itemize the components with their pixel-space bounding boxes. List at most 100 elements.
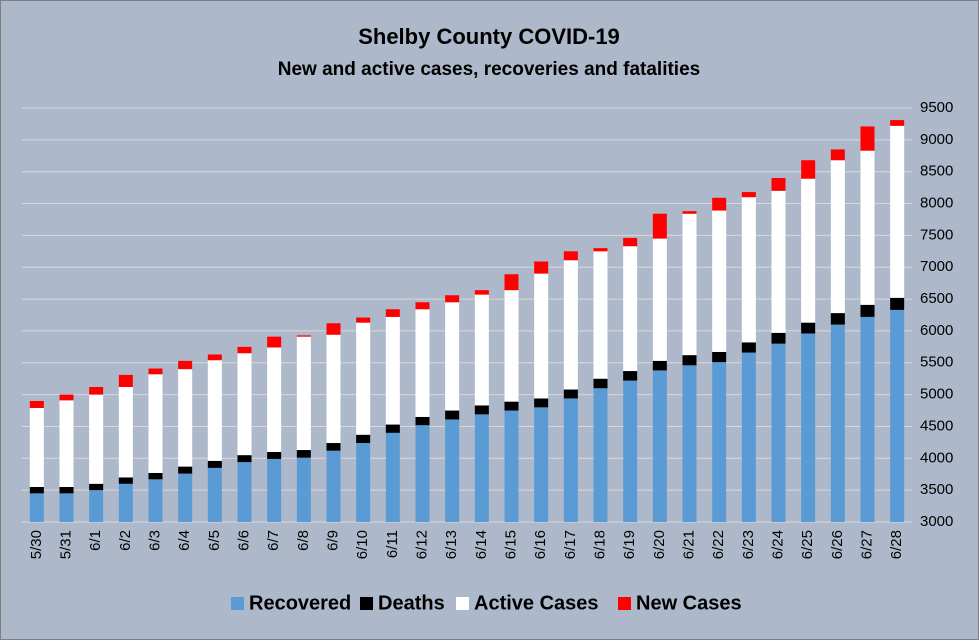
- bar-segment: [890, 120, 905, 126]
- x-tick-label: 6/15: [502, 530, 519, 559]
- y-tick-label: 4500: [920, 417, 953, 434]
- x-tick-label: 6/19: [621, 530, 638, 559]
- bar-segment: [326, 323, 341, 335]
- legend-label: Active Cases: [474, 592, 599, 614]
- bar-segment: [890, 297, 905, 310]
- bar-segment: [296, 450, 311, 458]
- bar-segment: [237, 455, 252, 463]
- bar-segment: [385, 309, 400, 317]
- legend-label: Deaths: [378, 592, 445, 614]
- chart-title: Shelby County COVID-19: [358, 24, 620, 49]
- x-tick-label: 6/12: [413, 530, 430, 559]
- bar-segment: [178, 466, 193, 474]
- bar-segment: [652, 370, 667, 522]
- x-tick-label: 6/24: [769, 530, 786, 559]
- bar-segment: [860, 150, 875, 305]
- bar-segment: [326, 443, 341, 451]
- y-tick-label: 9500: [920, 99, 953, 116]
- y-tick-label: 5000: [920, 386, 953, 403]
- bar-segment: [741, 352, 756, 522]
- bar-segment: [712, 362, 727, 522]
- x-tick-label: 6/4: [176, 530, 193, 551]
- bar-segment: [356, 322, 371, 435]
- x-tick-label: 6/25: [799, 530, 816, 559]
- bar-segment: [207, 360, 222, 461]
- y-tick-label: 7000: [920, 258, 953, 275]
- legend-swatch: [360, 597, 373, 610]
- bar-segment: [771, 178, 786, 191]
- x-tick-label: 6/7: [265, 530, 282, 551]
- bar-segment: [237, 346, 252, 354]
- bar-segment: [89, 490, 104, 522]
- bar-segment: [623, 246, 638, 372]
- bar-segment: [415, 309, 430, 417]
- legend-swatch: [618, 597, 631, 610]
- y-tick-label: 8000: [920, 195, 953, 212]
- bar-segment: [593, 378, 608, 389]
- y-tick-label: 5500: [920, 354, 953, 371]
- x-tick-label: 6/22: [710, 530, 727, 559]
- bar-segment: [830, 313, 845, 325]
- bar-segment: [474, 290, 489, 295]
- y-tick-label: 6000: [920, 322, 953, 339]
- bar-segment: [563, 251, 578, 261]
- bar-segment: [504, 401, 519, 411]
- x-tick-label: 6/8: [295, 530, 312, 551]
- bar-segment: [504, 290, 519, 402]
- bar-segment: [801, 160, 816, 179]
- bar-segment: [801, 178, 816, 323]
- bar-segment: [326, 334, 341, 444]
- x-tick-label: 6/1: [87, 530, 104, 551]
- bar-segment: [178, 369, 193, 467]
- bar-segment: [118, 374, 133, 387]
- bar-segment: [682, 211, 697, 214]
- bar-segment: [593, 248, 608, 252]
- x-tick-label: 6/21: [680, 530, 697, 559]
- x-tick-label: 6/20: [651, 530, 668, 559]
- legend-swatch: [456, 597, 469, 610]
- bar-segment: [504, 274, 519, 291]
- bar-segment: [178, 360, 193, 370]
- bar-segment: [118, 477, 133, 484]
- bar-segment: [89, 394, 104, 484]
- bar-segment: [296, 335, 311, 337]
- bar-segment: [356, 317, 371, 323]
- bar-segment: [59, 493, 74, 522]
- bar-segment: [148, 479, 163, 522]
- bar-segment: [652, 360, 667, 371]
- bar-segment: [771, 343, 786, 522]
- y-tick-label: 3000: [920, 513, 953, 530]
- bar-segment: [741, 197, 756, 343]
- bar-segment: [563, 260, 578, 390]
- bar-segment: [712, 197, 727, 211]
- bar-segment: [89, 483, 104, 491]
- bar-segment: [741, 342, 756, 353]
- bar-segment: [89, 386, 104, 395]
- bar-segment: [267, 458, 282, 522]
- bar-segment: [59, 400, 74, 487]
- bar-segment: [445, 302, 460, 411]
- bar-segment: [267, 347, 282, 452]
- bar-segment: [474, 414, 489, 522]
- bar-segment: [563, 398, 578, 522]
- bar-segment: [830, 149, 845, 161]
- bar-segment: [118, 483, 133, 522]
- x-tick-label: 6/13: [443, 530, 460, 559]
- y-tick-label: 9000: [920, 131, 953, 148]
- bar-segment: [445, 419, 460, 522]
- bar-segment: [771, 332, 786, 344]
- bar-segment: [682, 213, 697, 356]
- x-tick-label: 6/5: [206, 530, 223, 551]
- bar-segment: [326, 450, 341, 522]
- y-tick-label: 8500: [920, 163, 953, 180]
- bar-segment: [504, 410, 519, 522]
- bar-segment: [534, 273, 549, 399]
- x-tick-label: 6/23: [740, 530, 757, 559]
- chart-subtitle: New and active cases, recoveries and fat…: [278, 59, 700, 80]
- bar-segment: [237, 353, 252, 456]
- x-tick-label: 6/9: [324, 530, 341, 551]
- bar-segment: [415, 302, 430, 310]
- bar-segment: [296, 336, 311, 451]
- bar-segment: [118, 386, 133, 478]
